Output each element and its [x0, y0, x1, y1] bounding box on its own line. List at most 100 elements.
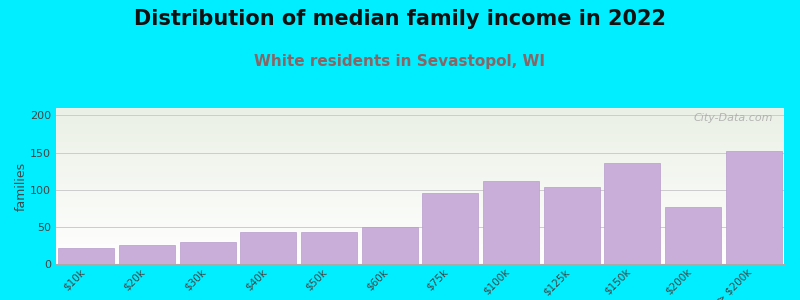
- Bar: [56, 243, 784, 244]
- Bar: [56, 201, 784, 202]
- Bar: [56, 256, 784, 257]
- Bar: [56, 188, 784, 189]
- Y-axis label: families: families: [14, 161, 27, 211]
- Bar: [56, 197, 784, 198]
- Bar: [56, 235, 784, 236]
- Bar: [56, 154, 784, 155]
- Bar: [119, 245, 175, 264]
- Bar: [56, 144, 784, 145]
- Bar: [422, 194, 478, 264]
- Bar: [56, 217, 784, 218]
- Bar: [56, 137, 784, 138]
- Bar: [56, 163, 784, 164]
- Bar: [56, 202, 784, 203]
- Bar: [56, 124, 784, 125]
- Bar: [56, 153, 784, 154]
- Bar: [56, 148, 784, 149]
- Bar: [56, 192, 784, 193]
- Bar: [56, 159, 784, 160]
- Bar: [56, 232, 784, 233]
- Bar: [56, 127, 784, 128]
- Bar: [56, 166, 784, 167]
- Bar: [56, 162, 784, 163]
- Bar: [56, 131, 784, 132]
- Bar: [56, 253, 784, 254]
- Bar: [56, 187, 784, 188]
- Bar: [56, 196, 784, 197]
- Bar: [56, 173, 784, 174]
- Bar: [56, 128, 784, 129]
- Bar: [56, 205, 784, 206]
- Bar: [56, 257, 784, 258]
- Bar: [56, 134, 784, 135]
- Bar: [56, 234, 784, 235]
- Bar: [56, 138, 784, 139]
- Bar: [56, 129, 784, 130]
- Bar: [56, 115, 784, 116]
- Bar: [56, 245, 784, 246]
- Bar: [56, 211, 784, 212]
- Bar: [56, 246, 784, 247]
- Bar: [56, 117, 784, 118]
- Bar: [56, 170, 784, 171]
- Bar: [56, 164, 784, 165]
- Bar: [56, 132, 784, 133]
- Bar: [56, 152, 784, 153]
- Bar: [56, 165, 784, 166]
- Bar: [56, 182, 784, 183]
- Bar: [56, 171, 784, 172]
- Bar: [56, 176, 784, 177]
- Bar: [56, 178, 784, 179]
- Bar: [56, 121, 784, 122]
- Bar: [56, 175, 784, 176]
- Bar: [56, 239, 784, 240]
- Bar: [56, 186, 784, 187]
- Bar: [56, 120, 784, 121]
- Bar: [56, 255, 784, 256]
- Bar: [56, 225, 784, 226]
- Bar: [56, 119, 784, 120]
- Bar: [56, 251, 784, 252]
- Bar: [56, 147, 784, 148]
- Bar: [56, 189, 784, 190]
- Bar: [56, 161, 784, 162]
- Bar: [56, 216, 784, 217]
- Bar: [56, 126, 784, 127]
- Bar: [56, 215, 784, 216]
- Bar: [56, 221, 784, 222]
- Bar: [56, 258, 784, 259]
- Bar: [56, 156, 784, 157]
- Bar: [56, 113, 784, 114]
- Bar: [56, 150, 784, 151]
- Text: Distribution of median family income in 2022: Distribution of median family income in …: [134, 9, 666, 29]
- Bar: [56, 111, 784, 112]
- Bar: [56, 248, 784, 249]
- Bar: [56, 242, 784, 243]
- Bar: [180, 242, 235, 264]
- Bar: [56, 195, 784, 196]
- Bar: [56, 220, 784, 221]
- Bar: [544, 187, 599, 264]
- Bar: [56, 190, 784, 191]
- Bar: [362, 227, 418, 264]
- Bar: [56, 130, 784, 131]
- Bar: [56, 157, 784, 158]
- Bar: [56, 193, 784, 194]
- Bar: [56, 122, 784, 123]
- Bar: [56, 116, 784, 117]
- Bar: [56, 123, 784, 124]
- Bar: [56, 183, 784, 184]
- Bar: [56, 222, 784, 223]
- Bar: [56, 194, 784, 195]
- Bar: [56, 233, 784, 234]
- Bar: [301, 232, 357, 264]
- Bar: [56, 249, 784, 250]
- Bar: [56, 208, 784, 209]
- Bar: [56, 227, 784, 228]
- Bar: [665, 207, 721, 264]
- Bar: [56, 223, 784, 224]
- Bar: [56, 140, 784, 141]
- Bar: [56, 174, 784, 175]
- Bar: [56, 262, 784, 263]
- Bar: [56, 206, 784, 207]
